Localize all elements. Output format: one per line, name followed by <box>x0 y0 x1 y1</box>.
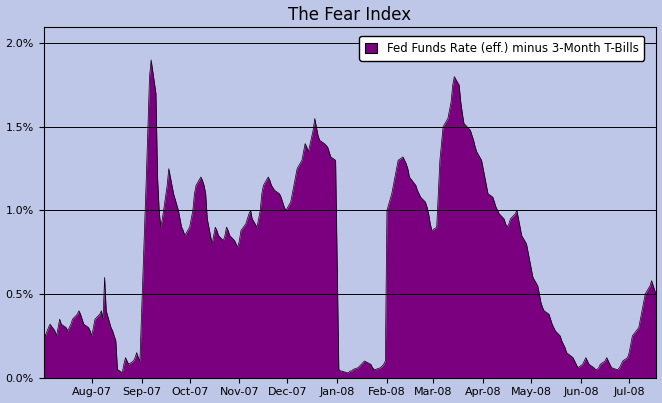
Legend: Fed Funds Rate (eff.) minus 3-Month T-Bills: Fed Funds Rate (eff.) minus 3-Month T-Bi… <box>359 36 644 61</box>
Title: The Fear Index: The Fear Index <box>289 6 412 23</box>
